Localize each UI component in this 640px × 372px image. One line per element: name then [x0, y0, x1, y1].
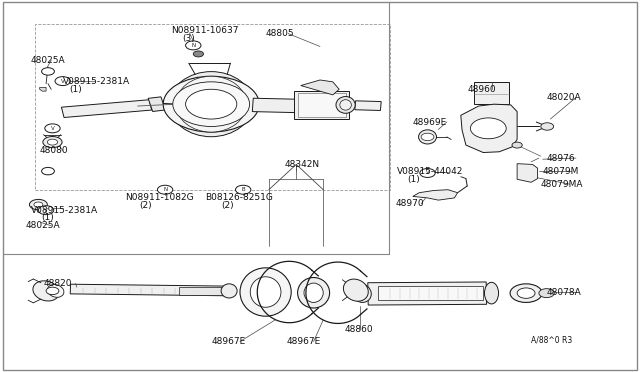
Text: 48025A: 48025A [26, 221, 60, 230]
Bar [35, 24, 390, 190]
Text: V08915-2381A: V08915-2381A [31, 206, 98, 215]
Bar [294, 91, 349, 119]
Text: (1): (1) [42, 213, 54, 222]
Polygon shape [355, 101, 381, 110]
Circle shape [186, 41, 201, 50]
Text: (1): (1) [69, 85, 82, 94]
Circle shape [46, 287, 59, 295]
Text: B: B [241, 187, 245, 192]
Circle shape [193, 51, 204, 57]
Ellipse shape [484, 282, 499, 304]
Circle shape [186, 89, 237, 119]
Text: N08911-10637: N08911-10637 [172, 26, 239, 35]
Text: V: V [44, 208, 48, 213]
Circle shape [157, 185, 173, 194]
Circle shape [470, 118, 506, 139]
Circle shape [47, 139, 58, 145]
Polygon shape [61, 100, 152, 118]
Text: 48025A: 48025A [31, 56, 65, 65]
Ellipse shape [250, 277, 281, 307]
Circle shape [421, 133, 434, 141]
Bar [298, 93, 346, 117]
Text: (3): (3) [182, 34, 195, 43]
Circle shape [34, 202, 43, 207]
Text: (2): (2) [221, 201, 234, 210]
Circle shape [55, 77, 70, 86]
Circle shape [173, 82, 250, 126]
Polygon shape [252, 98, 301, 113]
Text: N08911-1082G: N08911-1082G [125, 193, 193, 202]
Polygon shape [378, 286, 483, 300]
Polygon shape [179, 287, 227, 295]
Ellipse shape [344, 279, 368, 301]
Ellipse shape [419, 130, 436, 144]
Text: V08915-44042: V08915-44042 [397, 167, 463, 176]
Text: 48860: 48860 [344, 325, 373, 334]
Text: 48967E: 48967E [287, 337, 321, 346]
Polygon shape [461, 104, 517, 153]
Circle shape [42, 68, 54, 75]
Text: 48969E: 48969E [413, 118, 447, 126]
Text: V: V [426, 170, 429, 176]
Circle shape [38, 206, 54, 215]
Circle shape [517, 288, 535, 298]
Text: 48079MA: 48079MA [541, 180, 583, 189]
Ellipse shape [304, 283, 323, 302]
Text: 48805: 48805 [266, 29, 294, 38]
Circle shape [43, 137, 62, 148]
Ellipse shape [240, 268, 291, 316]
Ellipse shape [340, 100, 351, 110]
Circle shape [42, 167, 54, 175]
Ellipse shape [47, 285, 64, 297]
Polygon shape [368, 282, 486, 305]
Ellipse shape [352, 284, 371, 302]
Text: N: N [191, 43, 195, 48]
Ellipse shape [176, 76, 246, 132]
Ellipse shape [336, 97, 355, 113]
Text: 48960: 48960 [467, 85, 496, 94]
Polygon shape [413, 190, 458, 200]
Text: 48820: 48820 [44, 279, 72, 288]
Text: 48970: 48970 [396, 199, 424, 208]
Polygon shape [301, 80, 339, 95]
Text: 48020A: 48020A [547, 93, 581, 102]
Circle shape [236, 185, 251, 194]
Text: A/88^0 R3: A/88^0 R3 [531, 336, 572, 345]
Circle shape [420, 169, 435, 177]
Ellipse shape [170, 71, 253, 137]
Text: N: N [163, 187, 167, 192]
Circle shape [539, 289, 554, 298]
Text: V: V [61, 78, 65, 84]
Polygon shape [40, 87, 46, 91]
Text: (1): (1) [407, 175, 420, 184]
Circle shape [510, 284, 542, 302]
Text: (2): (2) [140, 201, 152, 210]
Circle shape [163, 76, 259, 132]
Circle shape [29, 199, 47, 210]
Ellipse shape [221, 284, 237, 298]
Ellipse shape [298, 278, 330, 308]
Text: V: V [51, 126, 54, 131]
Text: 48080: 48080 [40, 146, 68, 155]
Text: V08915-2381A: V08915-2381A [63, 77, 130, 86]
Text: 48967E: 48967E [211, 337, 246, 346]
Text: 48078A: 48078A [547, 288, 581, 296]
Polygon shape [70, 284, 224, 296]
Circle shape [45, 124, 60, 133]
Polygon shape [517, 164, 538, 182]
Circle shape [541, 123, 554, 130]
Text: 48976: 48976 [547, 154, 575, 163]
Polygon shape [148, 97, 166, 112]
Ellipse shape [33, 281, 60, 301]
Text: B08126-8251G: B08126-8251G [205, 193, 273, 202]
Circle shape [512, 142, 522, 148]
Text: 48079M: 48079M [543, 167, 579, 176]
Text: 48342N: 48342N [285, 160, 320, 169]
Bar [474, 82, 509, 104]
